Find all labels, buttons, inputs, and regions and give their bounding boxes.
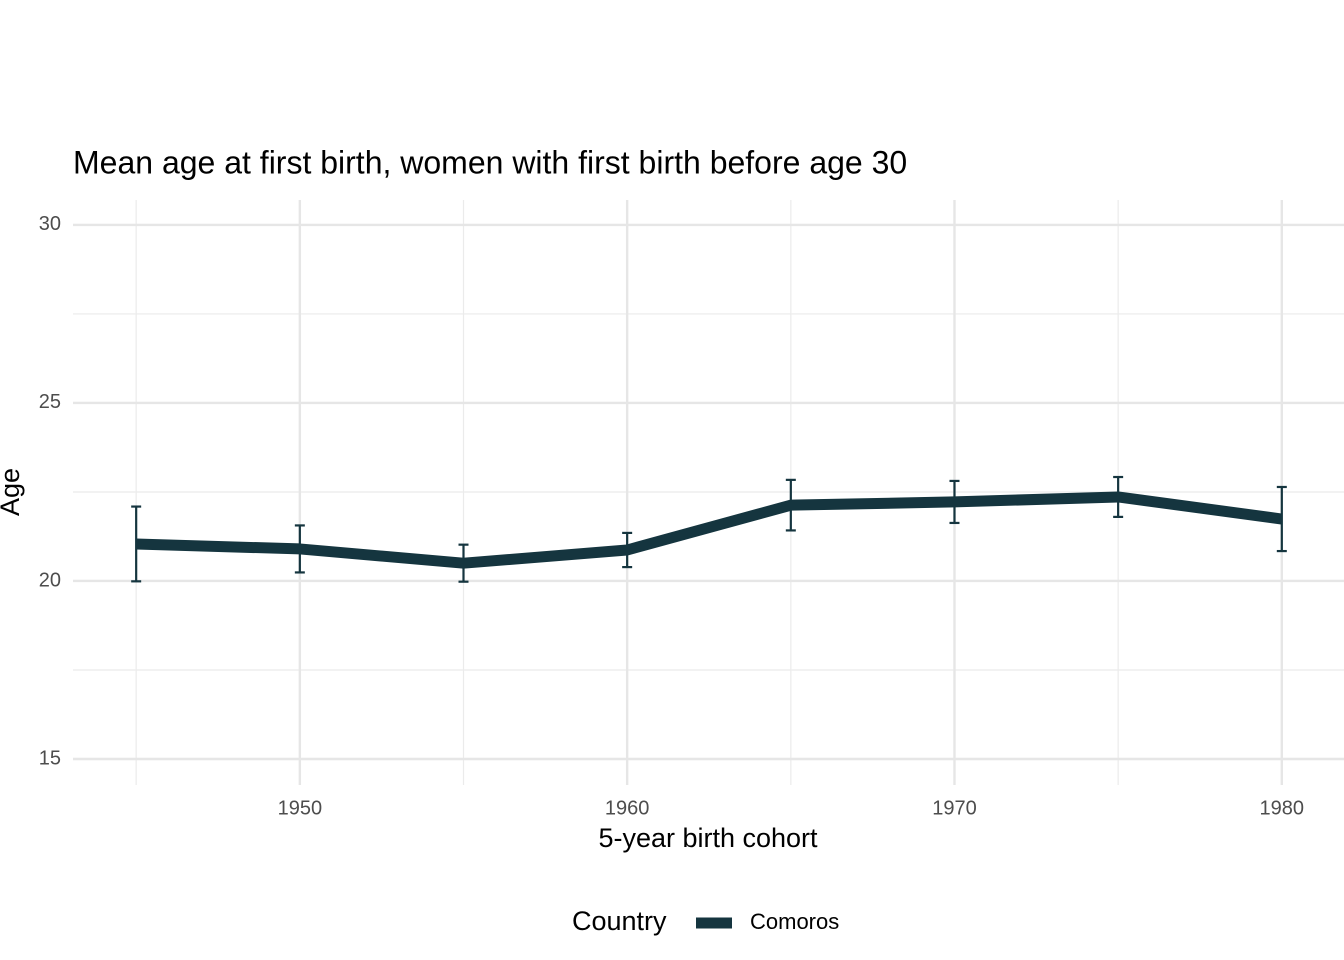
y-tick-label: 15 xyxy=(39,747,61,769)
x-tick-label: 1980 xyxy=(1260,797,1305,819)
legend-label: Comoros xyxy=(750,909,839,934)
chart-title: Mean age at first birth, women with firs… xyxy=(73,144,907,180)
legend-title: Country xyxy=(572,906,667,936)
x-tick-label: 1950 xyxy=(278,797,323,819)
line xyxy=(136,491,1283,569)
y-tick-label: 20 xyxy=(39,569,61,591)
x-axis-label: 5-year birth cohort xyxy=(598,823,818,853)
y-tick-label: 30 xyxy=(39,213,61,235)
x-tick-label: 1970 xyxy=(932,797,977,819)
x-tick-label: 1960 xyxy=(605,797,650,819)
y-axis-label: Age xyxy=(0,468,25,516)
y-tick-label: 25 xyxy=(39,391,61,413)
